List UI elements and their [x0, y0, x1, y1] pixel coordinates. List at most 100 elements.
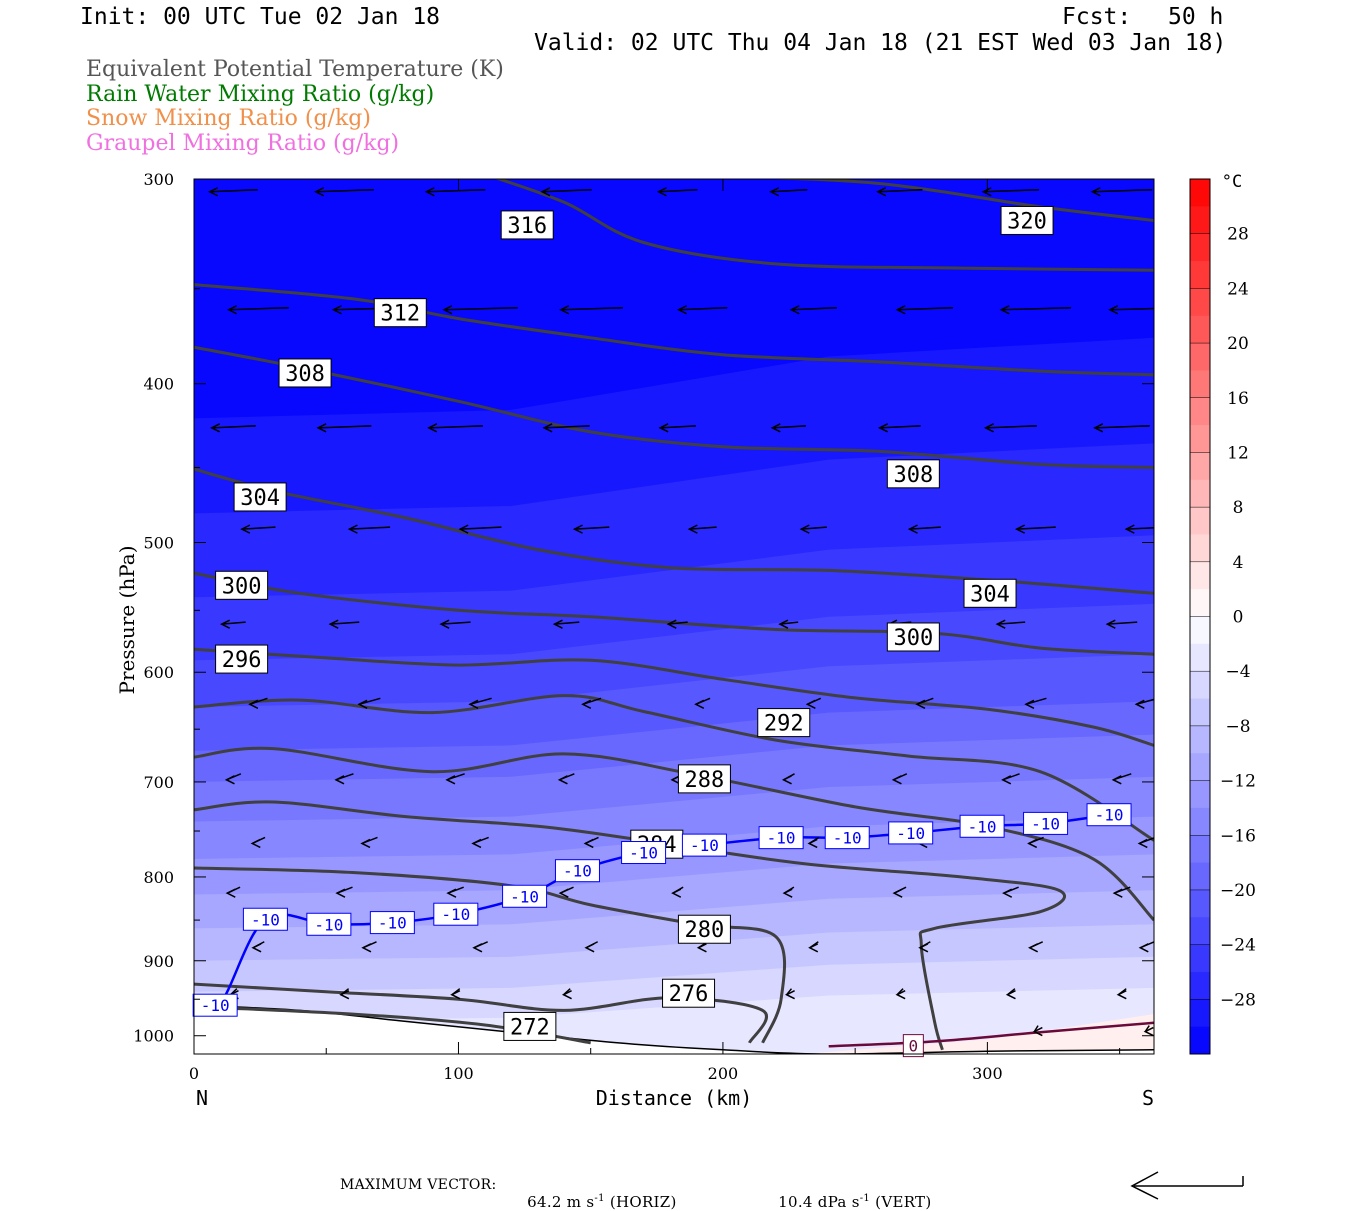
wind-vector-head	[892, 888, 903, 898]
colorbar-tick-label: −4	[1225, 662, 1250, 682]
wind-vector-head	[1024, 699, 1035, 709]
theta-e-label: 320	[1007, 209, 1047, 234]
colorbar-tick-label: 24	[1227, 279, 1249, 299]
colorbar-segment	[1190, 643, 1210, 672]
wind-vector-head	[918, 943, 929, 953]
wind-vector-head	[876, 187, 887, 197]
wind-vector-head	[1090, 187, 1101, 197]
wind-vector-head	[895, 990, 906, 1000]
colorbar-segment	[1190, 507, 1210, 535]
theta-e-label: 300	[893, 626, 933, 651]
wind-vector-head	[995, 619, 1006, 629]
vert-tag: (VERT)	[875, 1193, 932, 1211]
theta-e-label-box	[215, 644, 269, 674]
wind-vector	[877, 189, 923, 193]
legend-snow: Snow Mixing Ratio (g/kg)	[86, 106, 371, 131]
wind-vector-head	[458, 524, 469, 534]
horiz-exp: -1	[594, 1193, 605, 1204]
wind-vector-head	[250, 838, 261, 849]
temp-label-box	[433, 902, 479, 926]
wind-vector-head	[1138, 943, 1149, 953]
wind-vector	[1092, 189, 1153, 193]
colorbar-segment	[1190, 725, 1210, 754]
wind-vector-head	[676, 305, 687, 315]
colorbar-tick-label: 4	[1233, 553, 1244, 573]
colorbar-segment	[1190, 780, 1210, 809]
wind-vector	[983, 189, 1040, 193]
colorbar-segment	[1190, 807, 1210, 836]
temp-label: -10	[1095, 806, 1124, 825]
wind-vector	[772, 425, 806, 429]
wind-vector-head	[808, 943, 819, 953]
theta-e-label-box	[373, 298, 427, 328]
theta-e-contour-280	[194, 866, 787, 1044]
colorbar-segment	[1190, 397, 1210, 426]
wind-vector-head	[347, 524, 358, 534]
wind-vector	[211, 425, 256, 429]
temp-label: -10	[314, 915, 343, 934]
x-axis-label: Distance (km)	[596, 1086, 753, 1110]
wind-vector-head	[877, 423, 888, 433]
wind-vector-head	[471, 838, 482, 849]
x-tick-label: 200	[708, 1064, 739, 1083]
temp-zero-label: 0	[909, 1037, 919, 1056]
wind-vector-head	[209, 423, 221, 433]
theta-e-label: 308	[893, 463, 933, 488]
colorbar-tick-label: −8	[1225, 717, 1250, 737]
wind-vector-head	[251, 943, 262, 953]
wind-vector-head	[558, 888, 569, 898]
colorbar-segment	[1190, 698, 1210, 727]
wind-vector-head	[442, 305, 453, 315]
wind-vector-head	[666, 619, 677, 629]
theta-e-label-box	[215, 570, 269, 600]
wind-vector-head	[559, 305, 570, 315]
wind-vector-head	[226, 305, 238, 315]
colorbar-segment	[1190, 261, 1210, 289]
wind-vector	[801, 526, 827, 530]
wind-vector-head	[671, 888, 682, 898]
colorbar-segment	[1190, 179, 1210, 207]
theta-e-label-box	[886, 622, 940, 652]
theta-e-label: 304	[240, 486, 280, 511]
wind-vector	[668, 621, 688, 625]
temp-zero-label-box	[902, 1034, 924, 1058]
wind-vector	[443, 306, 518, 311]
wind-vector-head	[799, 524, 810, 534]
y-tick-label: 700	[143, 773, 174, 792]
wind-vector	[574, 526, 610, 530]
theta-e-label: 276	[669, 982, 709, 1007]
wind-vector-head	[540, 187, 551, 197]
theta-e-label: 308	[285, 362, 325, 387]
theta-e-label-box	[886, 459, 940, 489]
wind-vector-head	[1001, 775, 1012, 785]
theta-e-label-box	[963, 578, 1017, 608]
wind-vector-head	[472, 943, 483, 953]
wind-vector-head	[807, 838, 818, 849]
colorbar-segment	[1190, 1026, 1210, 1055]
wind-vector	[1016, 526, 1056, 530]
y-tick-label: 500	[143, 533, 174, 552]
wind-vector-head	[687, 524, 698, 534]
wind-vector-head	[583, 838, 594, 849]
terrain	[194, 1005, 1154, 1054]
wind-vector-head	[240, 524, 251, 534]
temp-label: -10	[629, 844, 658, 863]
wind-vector-head	[1124, 524, 1135, 534]
wind-vector-head	[427, 423, 438, 433]
wind-vector-head	[1027, 838, 1038, 849]
wind-vector-head	[552, 619, 563, 629]
horiz-tag: (HORIZ)	[609, 1193, 677, 1211]
temp-label: -10	[378, 914, 407, 933]
wind-vector-head	[224, 775, 235, 785]
wind-vectors	[207, 187, 1154, 1037]
wind-vector	[779, 621, 799, 625]
wind-vector	[1126, 527, 1154, 530]
y-axis-label: Pressure (hPa)	[115, 546, 139, 695]
wind-vector-head	[789, 305, 800, 315]
init-time: Init: 00 UTC Tue 02 Jan 18	[80, 4, 441, 30]
temp-label: -10	[201, 996, 230, 1015]
temp-label-box	[502, 884, 548, 908]
vert-value: 10.4 dPa s	[778, 1193, 860, 1211]
legend-graupel: Graupel Mixing Ratio (g/kg)	[86, 131, 400, 156]
